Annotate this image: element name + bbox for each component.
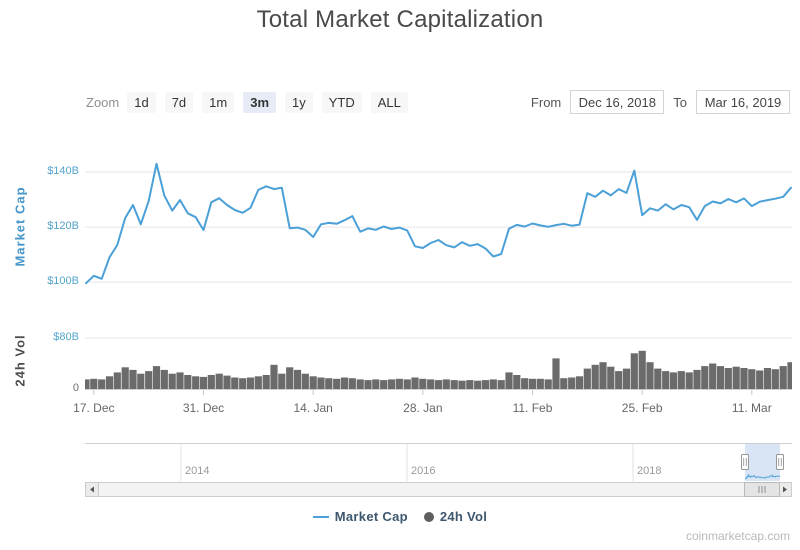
y-axis-label-volume: $80B [53,331,79,343]
zoom-label: Zoom [86,94,120,110]
zoom-button-3m[interactable]: 3m [243,91,277,113]
navigator-mini-series [744,473,781,480]
scrollbar-left-arrow-icon [90,486,94,493]
zoom-toolbar: Zoom 1d 7d 1m 3m 1y YTD ALL [86,90,417,114]
legend-item-market-cap[interactable]: Market Cap [312,509,408,524]
navigator-selected-range[interactable] [745,443,780,482]
scrollbar-right-arrow-icon [783,486,787,493]
legend-label: Market Cap [334,509,408,524]
x-axis-label: 31. Dec [182,401,225,415]
navigator-handle-right[interactable] [776,454,784,470]
volume-bars-series[interactable] [85,350,792,390]
scrollbar-track[interactable] [85,482,792,497]
x-axis-label: 28. Jan [403,401,443,415]
circle-series-icon [423,511,434,522]
from-label: From [530,94,562,110]
zoom-button-1y[interactable]: 1y [285,91,313,113]
navigator-year-label: 2018 [637,465,662,477]
line-series-icon [312,515,329,518]
zoom-button-7d[interactable]: 7d [164,91,194,113]
zoom-button-all[interactable]: ALL [370,91,408,113]
market-cap-line-series[interactable] [85,162,792,285]
date-range-toolbar: From To [531,90,790,114]
navigator-year-label: 2014 [185,465,210,477]
zoom-button-ytd[interactable]: YTD [321,91,362,113]
y-axis-label-market-cap: $140B [47,165,79,178]
x-axis-label: 14. Jan [293,401,333,415]
legend-item-24h-vol[interactable]: 24h Vol [423,509,488,524]
y-axis-label-market-cap: $100B [47,275,79,288]
x-axis-label: 11. Mar [731,401,772,415]
to-label: To [673,94,687,110]
zoom-button-1m[interactable]: 1m [202,91,235,113]
y-axis-label-market-cap: $120B [47,220,79,233]
zoom-button-group: 1d 7d 1m 3m 1y YTD ALL [127,91,417,113]
navigator-handle-left[interactable] [741,454,749,470]
legend-label: 24h Vol [439,509,488,524]
attribution-link[interactable]: coinmarketcap.com [685,529,790,543]
page-title: Total Market Capitalization [256,6,544,33]
navigator-year-label: 2016 [411,465,436,477]
x-axis-label: 17. Dec [73,401,115,415]
x-axis-label: 25. Feb [621,401,663,415]
y-axis-label-volume: 0 [72,382,79,394]
x-axis-label: 11. Feb [512,401,553,415]
to-date-input[interactable] [696,90,790,114]
from-date-input[interactable] [570,90,665,114]
zoom-button-1d[interactable]: 1d [127,91,156,113]
chart-legend: Market Cap 24h Vol [0,509,800,524]
